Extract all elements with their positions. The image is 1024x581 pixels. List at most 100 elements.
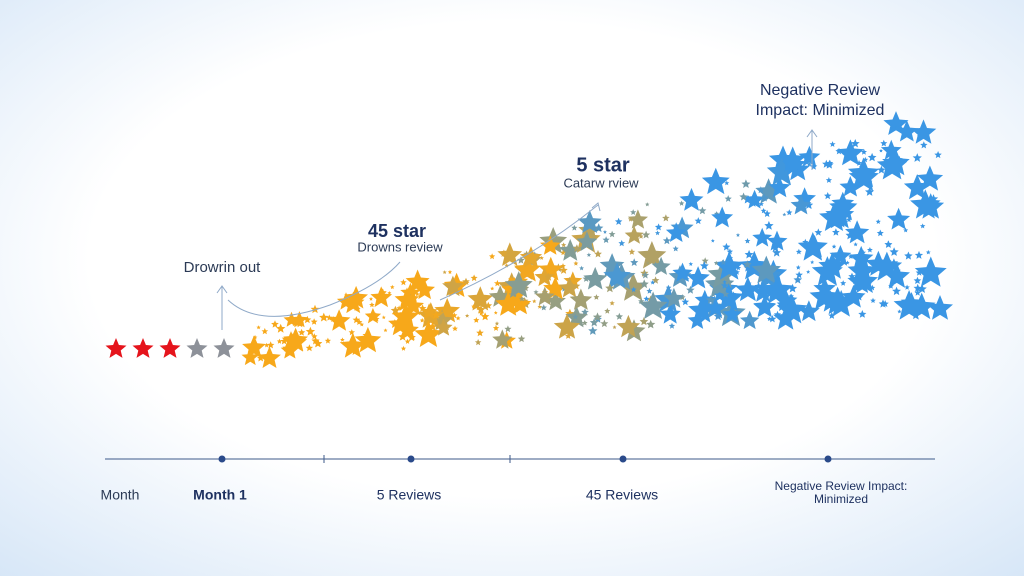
star bbox=[713, 311, 723, 321]
star bbox=[760, 208, 767, 214]
star bbox=[788, 293, 794, 299]
star bbox=[766, 230, 788, 251]
star bbox=[882, 149, 910, 176]
star bbox=[839, 176, 862, 197]
star bbox=[311, 333, 318, 340]
star bbox=[851, 267, 878, 293]
star bbox=[517, 256, 525, 264]
star bbox=[773, 305, 799, 330]
star-field bbox=[105, 111, 953, 368]
star bbox=[662, 214, 670, 222]
star bbox=[559, 266, 568, 274]
star bbox=[655, 230, 661, 236]
star bbox=[897, 309, 902, 314]
star bbox=[492, 329, 513, 349]
star bbox=[679, 187, 704, 211]
star bbox=[650, 280, 655, 285]
star bbox=[797, 232, 828, 261]
star bbox=[474, 339, 482, 346]
star bbox=[646, 287, 653, 294]
star bbox=[519, 295, 525, 302]
star bbox=[280, 337, 288, 345]
star bbox=[310, 304, 320, 314]
star bbox=[711, 206, 734, 228]
star bbox=[560, 249, 566, 256]
star bbox=[892, 286, 901, 296]
star bbox=[132, 338, 154, 358]
star bbox=[379, 289, 387, 297]
star bbox=[403, 327, 413, 337]
star bbox=[912, 153, 922, 162]
star bbox=[710, 238, 715, 243]
star bbox=[876, 229, 884, 237]
star bbox=[519, 246, 543, 268]
timeline-dot bbox=[824, 455, 832, 463]
star bbox=[271, 320, 279, 328]
star bbox=[889, 247, 899, 256]
star bbox=[478, 310, 484, 316]
star bbox=[340, 337, 345, 342]
star bbox=[743, 260, 752, 269]
star bbox=[739, 310, 760, 330]
star bbox=[829, 245, 852, 266]
star bbox=[858, 310, 867, 318]
star bbox=[824, 192, 832, 200]
annotation-subtitle: Catarw rview bbox=[563, 175, 639, 190]
star bbox=[651, 276, 660, 284]
star bbox=[465, 313, 470, 318]
star bbox=[804, 200, 814, 209]
star bbox=[593, 294, 600, 300]
star bbox=[686, 266, 710, 289]
star bbox=[373, 312, 379, 318]
star bbox=[630, 209, 637, 215]
star bbox=[564, 332, 572, 339]
star bbox=[369, 296, 373, 301]
star bbox=[914, 289, 921, 296]
star bbox=[612, 325, 617, 329]
star bbox=[646, 319, 656, 329]
star bbox=[583, 266, 608, 290]
headline: Negative Review bbox=[760, 82, 881, 99]
star bbox=[532, 299, 537, 304]
star bbox=[845, 220, 870, 244]
annotation-title: Drowrin out bbox=[184, 259, 262, 276]
star bbox=[414, 279, 435, 300]
star bbox=[865, 187, 875, 196]
star bbox=[578, 219, 601, 241]
star bbox=[638, 298, 645, 305]
star bbox=[305, 326, 316, 336]
star bbox=[639, 279, 649, 289]
star bbox=[609, 300, 615, 306]
star bbox=[246, 343, 256, 352]
star bbox=[748, 198, 758, 207]
star bbox=[753, 295, 777, 318]
star bbox=[615, 312, 623, 320]
star bbox=[701, 257, 709, 264]
star bbox=[105, 338, 127, 358]
star bbox=[560, 263, 566, 269]
star bbox=[319, 312, 329, 322]
star bbox=[467, 286, 494, 311]
star bbox=[365, 337, 372, 344]
star bbox=[558, 276, 581, 298]
star bbox=[572, 244, 581, 252]
star bbox=[630, 258, 639, 266]
star bbox=[589, 318, 599, 327]
star bbox=[592, 312, 603, 322]
star bbox=[500, 249, 508, 257]
star bbox=[311, 336, 320, 345]
star bbox=[415, 291, 420, 297]
star bbox=[256, 354, 265, 362]
star bbox=[641, 271, 650, 279]
star bbox=[782, 212, 787, 217]
arrow bbox=[806, 129, 818, 170]
star bbox=[914, 256, 947, 287]
star bbox=[640, 268, 649, 277]
star bbox=[604, 307, 611, 314]
star bbox=[825, 160, 834, 169]
star bbox=[638, 233, 644, 239]
star bbox=[295, 319, 304, 328]
star bbox=[903, 227, 909, 233]
star bbox=[351, 348, 359, 355]
star bbox=[891, 123, 897, 129]
